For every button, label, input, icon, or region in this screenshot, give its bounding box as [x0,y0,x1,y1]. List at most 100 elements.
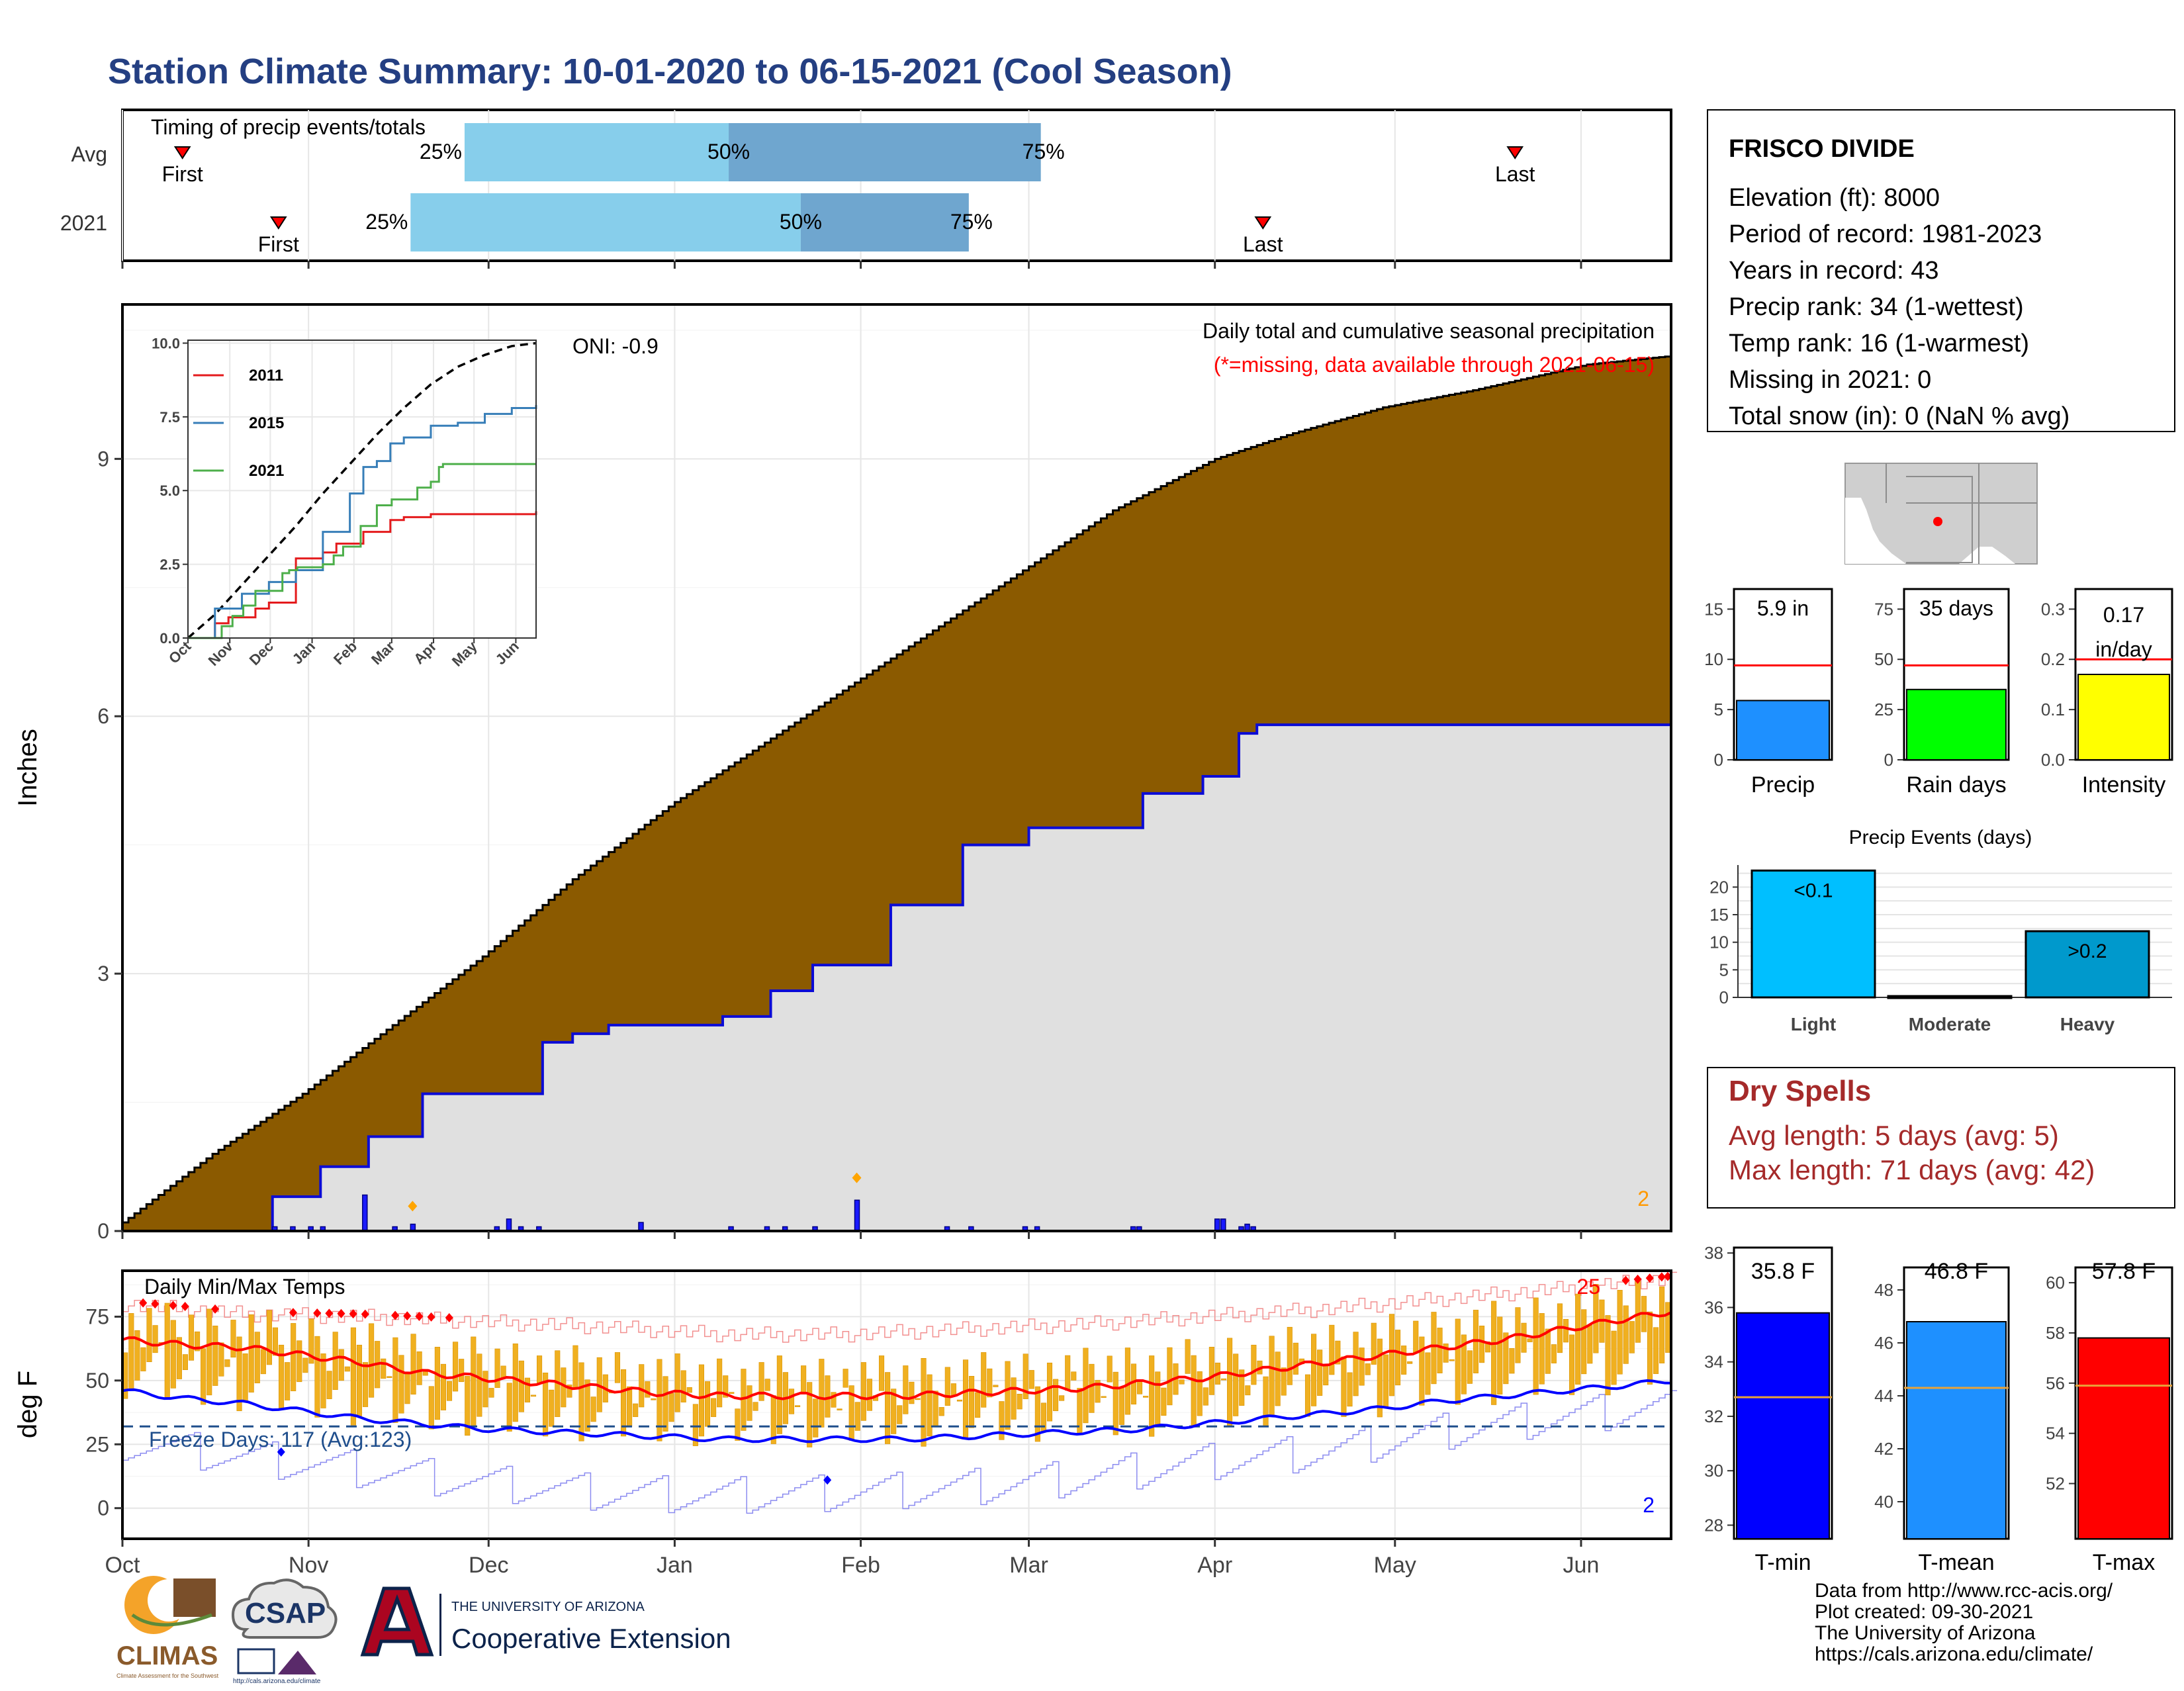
daily-temp-range-bar [987,1368,993,1398]
daily-temp-range-bar [1437,1328,1443,1373]
inset-y-tick-label: 5.0 [159,482,180,499]
record-min-count: 2 [1643,1493,1655,1517]
daily-temp-range-bar [657,1359,662,1441]
csap-gauge-shape [237,1648,275,1674]
daily-temp-range-bar [1269,1336,1275,1417]
daily-temp-range-bar [1533,1297,1539,1395]
daily-temp-range-bar [645,1381,651,1398]
daily-precip-bar [1220,1218,1226,1232]
timing-p75-label: 75% [950,210,993,234]
daily-temp-range-bar [1388,1314,1395,1396]
temp-bar-value [1736,1312,1830,1539]
daily-temp-range-bar [1413,1320,1419,1353]
daily-temp-range-bar [788,1389,795,1414]
daily-precip-bar [1214,1218,1220,1232]
temp-bar-value-label: 35.8 F [1751,1259,1815,1284]
daily-temp-range-bar [320,1353,326,1408]
map-state-borders [1886,463,2037,564]
mini-bar-value-label: 35 days [1919,596,1993,620]
precip-corner-count: 2 [1637,1187,1649,1211]
daily-temp-range-bar [680,1370,686,1402]
daily-temp-range-bar [747,1385,752,1421]
timing-p25-label: 25% [365,210,408,234]
daily-temp-range-bar [651,1398,657,1400]
daily-temp-range-bar [1251,1344,1257,1385]
mini-bar-y-tick-label: 0.1 [2041,700,2065,719]
daily-temp-range-bar [807,1382,813,1447]
events-bars: 0 5 10 15 20 <0.1 Light Moderate >0.2 Heavy [1709,865,2172,1034]
mini-bar-y-tick-label: 25 [1874,700,1893,719]
daily-temp-range-bar [1419,1336,1425,1406]
timing-p25-label: 25% [420,140,462,163]
daily-temp-range-bar [494,1348,500,1388]
record-max-marker [151,1299,159,1309]
mini-bar-value [1736,700,1830,761]
inset-y-axis: 0.0 2.5 5.0 7.5 10.0 [152,335,188,647]
precip-events-chart: Precip Events (days) 0 5 10 15 20 <0.1 Light Mo… [1709,827,2172,1034]
daily-temp-range-bar [1118,1388,1124,1425]
daily-temp-range-bar [572,1345,578,1388]
daily-temp-range-bar [903,1365,909,1414]
daily-temp-range-bar [1005,1361,1011,1430]
daily-temp-range-bar [933,1391,938,1426]
timing-markers: 25% 50% 75% First Last 25% 50% 75% First Last [162,140,1535,256]
daily-temp-range-bar [950,1383,956,1396]
page-title: Station Climate Summary: 10-01-2020 to 0… [108,52,1232,91]
daily-temp-range-bar [1539,1313,1545,1385]
daily-temp-range-bar [1149,1355,1155,1437]
daily-temp-range-bar [1011,1377,1017,1420]
ua-logo-divider [439,1594,441,1656]
station-snow: Total snow (in): 0 (NaN % avg) [1729,402,2070,430]
record-max-marker [403,1311,412,1321]
record-min-marker [277,1447,285,1457]
daily-temp-range-bar [819,1359,825,1428]
record-max-line [122,1271,1678,1343]
daily-temp-range-bar [981,1352,987,1408]
daily-temp-range-bar [909,1381,915,1404]
daily-temp-range-bar [969,1376,975,1428]
temp-y-tick-label: 25 [85,1432,109,1456]
daily-temp-range-bar [140,1347,146,1371]
daily-temp-range-bar [758,1362,764,1401]
timing-marker-label: Last [1243,232,1283,256]
daily-temp-range-bar [717,1358,723,1408]
temp-bar-y-tick-label: 46 [1874,1333,1893,1353]
daily-temp-range-bar [1503,1332,1509,1385]
daily-temp-range-bar [1575,1293,1581,1385]
daily-temp-range-bar [176,1337,182,1379]
inset-y-tick-label: 7.5 [159,409,180,426]
daily-temp-range-bar [248,1314,254,1393]
daily-temp-range-bar [1425,1352,1431,1395]
daily-temp-range-bar [344,1366,350,1372]
daily-temp-range-bar [614,1352,621,1383]
mini-bar-value [1906,688,2007,760]
daily-temp-range-bar [1665,1302,1671,1353]
locator-map [1844,463,2038,565]
temp-y-tick-label: 75 [85,1304,109,1328]
daily-temp-range-bar [218,1342,224,1377]
daily-temp-range-bar [242,1353,248,1402]
temp-bar-value-label: 57.8 F [2092,1259,2156,1284]
daily-temp-range-bar [291,1323,296,1391]
mini-bar-y-tick-label: 10 [1704,649,1723,669]
daily-temp-range-bar [1587,1324,1593,1364]
inset-line-2015 [188,405,537,639]
daily-temp-range-bar [938,1407,944,1416]
daily-temp-range-bar [440,1363,446,1410]
mini-bar-y-tick-label: 0.0 [2041,750,2065,770]
daily-temp-range-bar [639,1364,645,1408]
daily-temp-range-bar [453,1342,459,1392]
daily-temp-range-bar [1365,1363,1371,1375]
daily-temp-range-bar [1275,1351,1281,1406]
daily-temp-range-bar [296,1340,302,1383]
daily-temp-range-bar [195,1331,201,1351]
precip-missing-note: (*=missing, data available through 2021-… [1214,353,1655,377]
daily-temp-range-bar [1227,1338,1233,1427]
daily-temp-range-bar [1107,1355,1113,1383]
daily-temp-range-bar [1353,1332,1359,1396]
daily-temp-range-bar [410,1334,416,1394]
daily-temp-range-bar [1208,1347,1214,1395]
month-tick-label: Oct [105,1553,140,1578]
station-info-frame [1707,109,2175,432]
temp-bar-value [1906,1321,2007,1539]
